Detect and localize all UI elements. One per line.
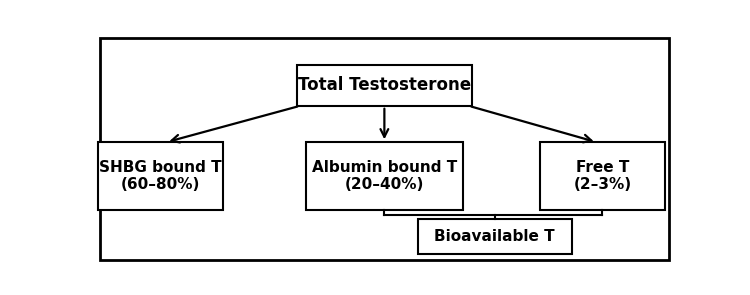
FancyBboxPatch shape [306, 142, 463, 210]
FancyBboxPatch shape [297, 65, 472, 106]
Text: Bioavailable T: Bioavailable T [434, 229, 555, 244]
FancyBboxPatch shape [98, 142, 223, 210]
Text: Albumin bound T
(20–40%): Albumin bound T (20–40%) [312, 160, 457, 192]
Text: Total Testosterone: Total Testosterone [298, 76, 471, 94]
Text: SHBG bound T
(60–80%): SHBG bound T (60–80%) [99, 160, 222, 192]
Text: Free T
(2–3%): Free T (2–3%) [573, 160, 632, 192]
FancyBboxPatch shape [540, 142, 664, 210]
FancyBboxPatch shape [418, 219, 572, 254]
